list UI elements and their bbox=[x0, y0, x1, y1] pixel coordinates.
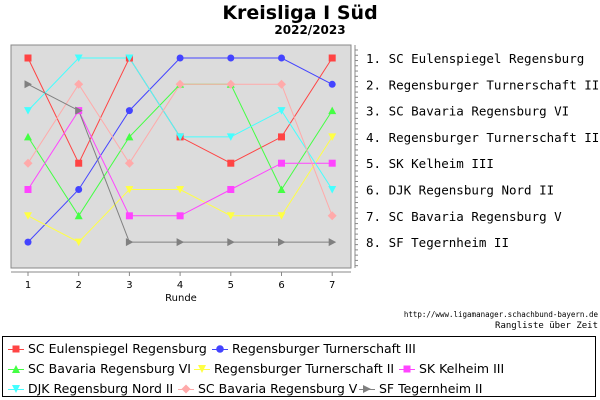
ranking-label: 3. SC Bavaria Regensburg VI bbox=[366, 104, 569, 119]
series-point-5 bbox=[176, 212, 184, 220]
legend-marker-icon bbox=[12, 365, 20, 373]
legend-label: Regensburger Turnerschaft III bbox=[232, 341, 416, 356]
series-point-4 bbox=[176, 186, 185, 194]
series-point-6 bbox=[328, 186, 337, 194]
series-point-1 bbox=[227, 159, 235, 167]
series-point-8 bbox=[75, 106, 83, 115]
legend-marker-icon bbox=[403, 365, 411, 373]
legend-label: SC Bavaria Regensburg V bbox=[198, 381, 358, 396]
series-point-3 bbox=[24, 132, 32, 141]
series-point-8 bbox=[24, 80, 32, 89]
legend-label: Regensburger Turnerschaft II bbox=[214, 361, 395, 376]
series-point-2 bbox=[125, 107, 133, 115]
series-point-6 bbox=[125, 54, 134, 62]
series-point-6 bbox=[74, 54, 83, 62]
series-point-8 bbox=[278, 238, 286, 247]
series-point-5 bbox=[227, 186, 235, 193]
legend-marker-icon bbox=[12, 345, 20, 353]
series-point-4 bbox=[24, 212, 32, 220]
series-point-6 bbox=[277, 107, 286, 115]
chart-title: Kreisliga I Süd bbox=[222, 2, 378, 24]
series-point-3 bbox=[125, 132, 134, 141]
ranking-label: 8. SF Tegernheim II bbox=[366, 235, 509, 250]
x-tick-label: 7 bbox=[329, 280, 335, 291]
series-point-4 bbox=[226, 212, 235, 220]
series-point-5 bbox=[125, 212, 133, 220]
series-point-4 bbox=[125, 186, 134, 194]
ranking-label: 5. SK Kelheim III bbox=[366, 156, 494, 171]
chart-subtitle: 2022/2023 bbox=[274, 23, 346, 37]
x-axis-label: Runde bbox=[165, 293, 197, 304]
series-point-8 bbox=[125, 238, 134, 247]
series-point-6 bbox=[176, 133, 185, 141]
series-point-6 bbox=[226, 133, 235, 141]
series-point-2 bbox=[24, 238, 32, 246]
ranking-label: 2. Regensburger Turnerschaft III bbox=[366, 77, 600, 92]
legend-marker-icon bbox=[216, 345, 224, 353]
series-point-1 bbox=[328, 54, 336, 62]
series-point-2 bbox=[227, 54, 235, 62]
ranking-label: 7. SC Bavaria Regensburg V bbox=[366, 209, 562, 224]
series-point-2 bbox=[278, 54, 285, 62]
series-point-2 bbox=[328, 80, 336, 88]
x-tick-label: 2 bbox=[76, 280, 82, 291]
series-point-8 bbox=[176, 238, 185, 247]
x-tick-label: 1 bbox=[25, 280, 31, 291]
series-point-7 bbox=[74, 79, 84, 89]
series-point-7 bbox=[124, 158, 134, 168]
ranking-label: 4. Regensburger Turnerschaft II bbox=[366, 130, 599, 145]
legend-label: SC Eulenspiegel Regensburg bbox=[28, 341, 207, 356]
ranking-label: 6. DJK Regensburg Nord II bbox=[366, 183, 554, 198]
series-point-7 bbox=[277, 79, 286, 89]
series-point-4 bbox=[277, 212, 286, 220]
chart-caption: Rangliste über Zeit bbox=[495, 321, 598, 331]
legend-marker-icon bbox=[363, 385, 371, 393]
series-point-1 bbox=[24, 54, 32, 62]
legend-marker-icon bbox=[198, 365, 206, 373]
source-url[interactable]: http://www.ligamanager.schachbund-bayern… bbox=[403, 310, 598, 319]
series-point-7 bbox=[23, 158, 33, 168]
series-point-7 bbox=[226, 79, 236, 89]
legend-label: DJK Regensburg Nord II bbox=[28, 381, 174, 396]
series-point-5 bbox=[328, 159, 336, 167]
chart-legend: SC Eulenspiegel Regensburg Regensburger T… bbox=[2, 336, 596, 397]
x-tick-label: 5 bbox=[228, 280, 234, 291]
series-point-2 bbox=[75, 186, 83, 193]
series-point-3 bbox=[74, 211, 83, 220]
legend-label: SC Bavaria Regensburg VI bbox=[28, 361, 191, 376]
x-tick-label: 3 bbox=[126, 280, 132, 291]
x-tick-label: 4 bbox=[177, 280, 183, 291]
legend-marker-icon bbox=[181, 384, 191, 394]
series-point-1 bbox=[75, 159, 83, 167]
series-point-5 bbox=[278, 159, 285, 167]
series-point-4 bbox=[328, 133, 337, 141]
series-point-3 bbox=[328, 106, 337, 115]
legend-label: SK Kelheim III bbox=[419, 361, 505, 376]
plot-area bbox=[10, 44, 352, 269]
legend-marker-icon bbox=[12, 385, 20, 393]
series-point-8 bbox=[227, 238, 235, 247]
series-point-3 bbox=[277, 185, 286, 193]
series-point-8 bbox=[328, 238, 337, 247]
series-point-1 bbox=[278, 133, 285, 141]
x-tick-label: 6 bbox=[278, 280, 284, 291]
legend-label: SF Tegernheim II bbox=[379, 381, 483, 396]
ranking-label: 1. SC Eulenspiegel Regensburg bbox=[366, 51, 584, 66]
series-point-7 bbox=[327, 211, 337, 221]
series-point-4 bbox=[74, 238, 83, 247]
series-point-6 bbox=[24, 107, 32, 115]
series-point-2 bbox=[176, 54, 184, 62]
series-point-5 bbox=[24, 186, 32, 193]
series-point-7 bbox=[175, 79, 185, 89]
